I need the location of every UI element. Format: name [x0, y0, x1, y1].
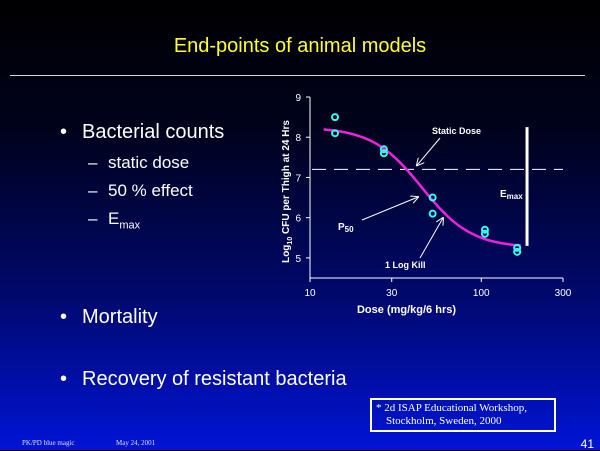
- y-tick-label: 9: [295, 93, 301, 104]
- data-point: [480, 229, 489, 238]
- data-point: [480, 225, 489, 234]
- fit-curve: [323, 128, 521, 247]
- y-tick-label: 6: [295, 214, 301, 225]
- bullet-text: Mortality: [82, 306, 158, 328]
- bullet-mortality: • Mortality: [60, 306, 158, 329]
- bullet-dot-icon: •: [60, 121, 68, 143]
- y-tick-label: 7: [295, 173, 301, 184]
- x-tick-label: 300: [555, 288, 572, 299]
- y-axis-label: Log10 CFU per Thigh at 24 Hrs: [281, 120, 294, 263]
- dash-icon: –: [88, 181, 98, 200]
- data-point: [513, 247, 522, 256]
- dash-icon: –: [88, 153, 98, 172]
- data-point: [513, 243, 522, 252]
- footer-left-text: PK/PD blue magic: [22, 439, 75, 447]
- y-tick-label: 5: [295, 254, 301, 265]
- x-tick-label: 10: [304, 288, 316, 299]
- subbullet-emax: – Emax: [88, 209, 140, 231]
- citation-line-2: Stockholm, Sweden, 2000: [386, 415, 502, 427]
- static-dose-arrow: [417, 137, 441, 165]
- x-tick-label: 100: [473, 288, 490, 299]
- emax-annotation: Emax: [500, 189, 523, 201]
- dash-icon: –: [88, 209, 98, 228]
- subbullet-50-effect: –50 % effect: [88, 181, 193, 201]
- bullet-dot-icon: •: [60, 306, 68, 328]
- slide-title: End-points of animal models: [173, 35, 427, 57]
- page-number: 41: [580, 437, 594, 451]
- bullet-text: Bacterial counts: [82, 121, 225, 143]
- footer-date: May 24, 2001: [116, 439, 156, 447]
- bullet-text: Recovery of resistant bacteria: [82, 368, 347, 390]
- static-dose-annotation: Static Dose: [432, 126, 481, 136]
- bullet-recovery: • Recovery of resistant bacteria: [60, 368, 347, 391]
- citation-box: * 2d ISAP Educational Workshop, Stockhol…: [370, 398, 556, 432]
- subbullet-text: 50 % effect: [108, 181, 193, 200]
- data-point: [428, 193, 437, 202]
- subbullet-text: E: [108, 209, 120, 228]
- citation-line-1: * 2d ISAP Educational Workshop,: [376, 402, 527, 414]
- data-point: [331, 129, 340, 138]
- subbullet-static-dose: – static dose: [88, 153, 189, 173]
- p50-annotation: P50: [338, 222, 354, 234]
- data-point: [379, 149, 388, 158]
- bullet-bacterial-counts: • Bacterial counts: [60, 121, 224, 144]
- x-axis-label: Dose (mg/kg/6 hrs): [357, 304, 456, 316]
- p50-arrow: [361, 197, 418, 221]
- title-divider: [10, 75, 585, 76]
- data-point: [331, 113, 340, 122]
- log-kill-arrow: [419, 218, 443, 259]
- data-point: [379, 145, 388, 154]
- log-kill-annotation: 1 Log Kill: [385, 260, 426, 270]
- subbullet-subscript: max: [119, 219, 141, 232]
- data-point: [428, 209, 437, 218]
- subbullet-text: static dose: [108, 153, 190, 172]
- x-tick-label: 30: [386, 288, 398, 299]
- y-tick-label: 8: [295, 133, 301, 144]
- bullet-dot-icon: •: [60, 368, 68, 390]
